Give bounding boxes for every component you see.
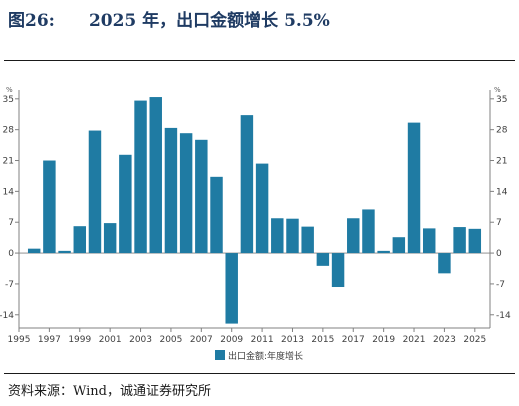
y-tick-label-right: -7: [496, 280, 505, 290]
bar-2024: [453, 227, 466, 254]
bar-2017: [347, 218, 360, 254]
right-unit-label: %: [494, 86, 501, 94]
y-tick-label-left: 7: [8, 218, 14, 228]
bar-2019: [377, 250, 390, 254]
y-tick-label-left: -14: [0, 311, 14, 321]
left-unit-label: %: [6, 86, 13, 94]
y-tick-label-left: 0: [8, 249, 14, 259]
y-tick-label-right: 21: [496, 157, 507, 167]
bar-2004: [149, 97, 162, 254]
x-tick-label: 2019: [372, 335, 395, 345]
bar-2010: [240, 115, 254, 254]
x-tick-label: 2011: [251, 335, 274, 345]
figure-number: 图26:: [8, 11, 55, 31]
x-tick-label: 2005: [159, 335, 182, 345]
bar-2013: [286, 218, 299, 254]
bar-2012: [271, 218, 284, 254]
bar-series: [27, 97, 482, 324]
x-tick-label: 1995: [8, 335, 31, 345]
x-tick-label: 2017: [342, 335, 365, 345]
y-tick-label-left: 35: [3, 95, 14, 105]
y-tick-label-left: 14: [3, 187, 15, 197]
bar-1998: [58, 250, 71, 254]
bar-2023: [438, 253, 451, 274]
bar-1997: [43, 160, 56, 254]
x-tick-label: 2023: [433, 335, 456, 345]
x-tick-label: 1999: [68, 335, 91, 345]
y-tick-label-right: 14: [496, 187, 508, 197]
y-axis-right-ticks: 35 28 21 14 7 0 -7 -14: [490, 95, 511, 321]
bar-1996: [27, 248, 41, 254]
legend-swatch: [215, 350, 225, 360]
bar-2008: [210, 176, 223, 254]
legend-label: 出口金额:年度增长: [228, 350, 303, 362]
legend: 出口金额:年度增长: [215, 350, 303, 362]
figure-title-text: 2025 年，出口金额增长 5.5%: [88, 11, 330, 31]
figure-title: 图26: 2025 年，出口金额增长 5.5%: [8, 6, 330, 31]
x-tick-label: 2013: [281, 335, 304, 345]
bar-2009: [225, 253, 238, 324]
bar-2016: [331, 253, 345, 288]
x-tick-label: 2015: [311, 335, 334, 345]
y-tick-label-right: 0: [496, 249, 502, 259]
bottom-rule: [4, 373, 515, 374]
y-tick-label-right: -14: [496, 311, 511, 321]
x-tick-label: 2025: [463, 335, 486, 345]
x-axis-ticks: 1995 1997 1999 2001 2003 2005 2007 2009 2011 2013…: [8, 328, 486, 345]
bar-2021: [407, 122, 421, 254]
y-tick-label-right: 35: [496, 95, 507, 105]
bar-2025: [468, 228, 482, 254]
x-tick-label: 1997: [38, 335, 61, 345]
x-tick-label: 2009: [220, 335, 243, 345]
bar-2015: [316, 253, 330, 266]
y-tick-label-left: 21: [3, 157, 14, 167]
bar-2011: [255, 163, 269, 254]
y-axis-left-ticks: 35 28 21 14 7 0 -7 -14: [0, 95, 19, 321]
bar-2007: [195, 139, 208, 254]
bar-2005: [164, 127, 178, 254]
bar-2006: [179, 133, 193, 254]
source-note: 资料来源：Wind，诚通证券研究所: [8, 384, 211, 399]
bar-2020: [392, 237, 406, 254]
y-tick-label-left: -7: [5, 280, 14, 290]
bar-1999: [73, 226, 87, 254]
y-tick-label-left: 28: [3, 126, 15, 136]
y-tick-label-right: 7: [496, 218, 502, 228]
x-tick-label: 2007: [190, 335, 213, 345]
bar-2000: [88, 130, 102, 254]
bar-2001: [103, 223, 117, 254]
top-rule: [4, 60, 515, 61]
bar-2018: [362, 209, 375, 254]
y-tick-label-right: 28: [496, 126, 508, 136]
x-tick-label: 2021: [403, 335, 426, 345]
bar-2002: [119, 154, 132, 254]
bar-2014: [301, 226, 314, 254]
bar-2003: [134, 100, 147, 254]
x-tick-label: 2003: [129, 335, 152, 345]
x-tick-label: 2001: [99, 335, 122, 345]
bar-2022: [422, 228, 436, 254]
